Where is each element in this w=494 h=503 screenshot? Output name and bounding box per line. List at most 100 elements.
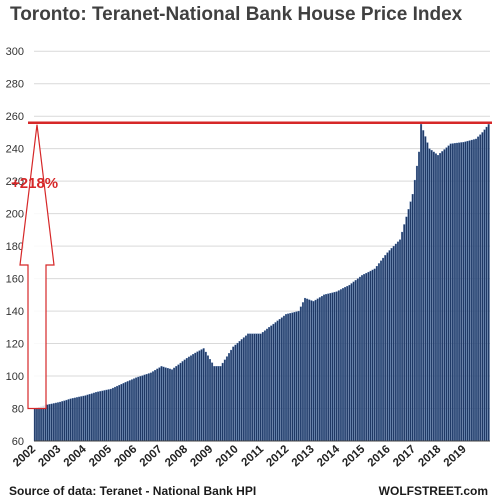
bar (80, 396, 83, 442)
bar (177, 364, 180, 442)
bar (71, 398, 74, 442)
x-tick: 2008 (163, 443, 190, 469)
bar (44, 405, 47, 442)
y-tick-label: 60 (12, 436, 24, 448)
bar (84, 395, 87, 442)
bar (107, 389, 110, 442)
bar (168, 368, 171, 442)
bar (291, 312, 294, 442)
bar (439, 153, 442, 442)
bar (361, 275, 363, 442)
bar (240, 339, 243, 442)
bar (198, 350, 201, 442)
bar (301, 302, 304, 442)
y-tick-label: 260 (6, 111, 24, 123)
bar (126, 381, 129, 442)
bar (234, 344, 237, 442)
bar (135, 377, 138, 442)
bar (426, 142, 429, 442)
bar (217, 366, 220, 442)
bar (164, 367, 167, 442)
bar (475, 138, 477, 442)
bar (335, 291, 338, 442)
bar (468, 140, 471, 442)
x-tick-label: 2011 (240, 443, 267, 469)
bar (413, 179, 416, 442)
bar (46, 404, 49, 442)
x-tick: 2018 (416, 443, 443, 469)
bar (202, 348, 205, 442)
bar (175, 366, 178, 442)
bar (384, 255, 387, 442)
chart-title: Toronto: Teranet-National Bank House Pri… (10, 4, 463, 25)
bar (289, 313, 292, 442)
bar (251, 333, 254, 442)
bar (460, 142, 463, 442)
bar (418, 151, 420, 442)
bar (472, 139, 475, 442)
bar (369, 270, 372, 442)
bar (464, 141, 467, 442)
bar (276, 320, 279, 442)
bar (181, 361, 184, 442)
x-tick-label: 2015 (340, 443, 367, 469)
x-tick: 2007 (138, 443, 165, 469)
x-tick: 2011 (240, 443, 267, 469)
bar (304, 297, 306, 442)
bar (367, 271, 370, 442)
bar (215, 366, 218, 442)
bar (86, 394, 89, 442)
bar (430, 150, 433, 442)
bar (242, 337, 245, 442)
bar (388, 250, 391, 442)
bar (57, 402, 59, 442)
bar (69, 398, 72, 442)
x-tick: 2016 (366, 443, 393, 469)
x-tick: 2006 (112, 443, 139, 469)
bar (171, 369, 173, 442)
bar (350, 283, 353, 442)
bar (187, 356, 190, 442)
bar (65, 399, 68, 442)
bar (415, 165, 418, 442)
y-tick-label: 300 (6, 46, 24, 58)
y-tick-label: 240 (6, 144, 24, 156)
bar (325, 294, 328, 442)
bar (280, 317, 283, 442)
bar (278, 319, 281, 442)
bar (247, 333, 249, 442)
bar (333, 291, 336, 442)
bar (160, 366, 163, 442)
bar (52, 403, 55, 442)
bar (392, 245, 395, 442)
y-tick-label: 280 (6, 79, 24, 91)
bar (487, 124, 490, 442)
x-tick-label: 2013 (290, 443, 317, 469)
bar (105, 389, 108, 442)
bar (386, 252, 389, 442)
bar (194, 352, 197, 442)
bar (116, 385, 119, 442)
x-tick: 2014 (315, 443, 342, 469)
y-tick-label: 80 (12, 404, 24, 416)
increase-arrow (19, 124, 55, 410)
bar (103, 390, 106, 442)
bar (122, 383, 125, 442)
bar (320, 295, 323, 442)
bar (139, 376, 142, 442)
bar (152, 371, 154, 442)
bar (38, 407, 40, 442)
bar (356, 278, 359, 442)
bar (295, 311, 298, 442)
bar (348, 284, 351, 442)
bar (185, 358, 188, 442)
bar (352, 281, 355, 442)
bar (327, 293, 330, 442)
bar (424, 136, 427, 442)
bar (394, 243, 397, 442)
bar (456, 142, 458, 442)
x-tick-label: 2005 (87, 443, 114, 469)
bar (403, 224, 406, 442)
bar (380, 260, 382, 442)
bar (149, 372, 152, 442)
